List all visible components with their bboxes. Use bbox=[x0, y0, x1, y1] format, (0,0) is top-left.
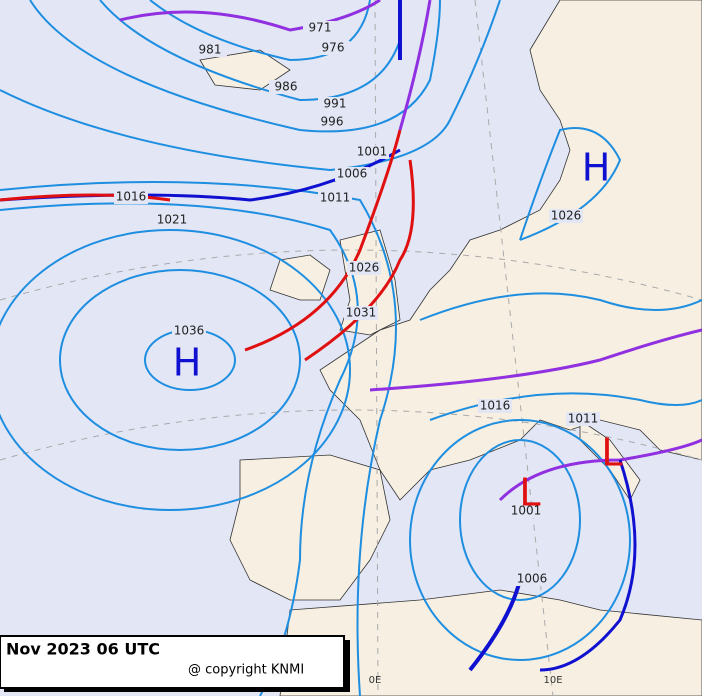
isobar-label: 1001 bbox=[357, 145, 388, 159]
caption-title: Nov 2023 06 UTC bbox=[6, 640, 160, 659]
longitude-label: 10E bbox=[543, 675, 562, 686]
caption-copyright: @ copyright KNMI bbox=[188, 663, 304, 678]
label-bg bbox=[478, 399, 512, 413]
label-bg bbox=[335, 167, 369, 181]
fronts bbox=[0, 0, 702, 672]
label-bg bbox=[315, 115, 349, 129]
label-bg bbox=[303, 21, 337, 35]
label-bg bbox=[269, 80, 303, 94]
label-bg bbox=[515, 572, 549, 586]
isobar-label: 1026 bbox=[551, 209, 582, 223]
label-bg bbox=[172, 324, 206, 338]
pressure-center: L bbox=[519, 471, 540, 515]
isobar-label: 981 bbox=[199, 43, 222, 57]
isobar-label: 976 bbox=[322, 41, 345, 55]
label-bg bbox=[114, 190, 148, 204]
label-bg bbox=[566, 412, 600, 426]
pressure-center: L bbox=[601, 431, 622, 475]
label-bg bbox=[355, 145, 389, 159]
isobar-label: 991 bbox=[324, 97, 347, 111]
isobar-label: 971 bbox=[309, 21, 332, 35]
isobar-label: 1026 bbox=[349, 261, 380, 275]
isobar-label: 1011 bbox=[320, 191, 351, 205]
isobar-label: 996 bbox=[321, 115, 344, 129]
pressure-center: H bbox=[582, 146, 611, 190]
label-bg bbox=[316, 41, 350, 55]
isobar-label: 1036 bbox=[174, 324, 205, 338]
caption-box bbox=[0, 635, 345, 689]
label-bg bbox=[193, 43, 227, 57]
label-bg bbox=[509, 504, 543, 518]
label-bg bbox=[318, 97, 352, 111]
label-bg bbox=[549, 209, 583, 223]
label-bg bbox=[347, 261, 381, 275]
isobar-label: 1011 bbox=[568, 412, 599, 426]
label-bg bbox=[344, 306, 378, 320]
isobar-label: 1021 bbox=[157, 213, 188, 227]
isobar-label: 1016 bbox=[480, 399, 511, 413]
label-bg bbox=[318, 191, 352, 205]
isobar-label: 986 bbox=[275, 80, 298, 94]
isobar-label: 1031 bbox=[346, 306, 377, 320]
isobar-label: 1006 bbox=[517, 572, 548, 586]
isobar-label: 1016 bbox=[116, 190, 147, 204]
isobar-label: 1001 bbox=[511, 504, 542, 518]
isobar-label: 1006 bbox=[337, 167, 368, 181]
pressure-center: H bbox=[173, 341, 202, 385]
label-bg bbox=[155, 213, 189, 227]
longitude-label: 0E bbox=[369, 675, 382, 686]
